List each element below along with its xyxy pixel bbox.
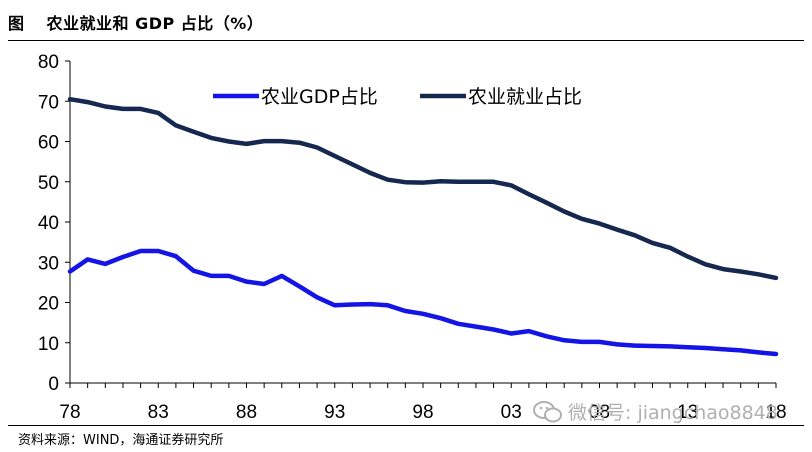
y-tick-label: 20 xyxy=(38,294,59,315)
y-tick-label: 50 xyxy=(38,173,59,194)
x-tick-label: 18 xyxy=(765,402,786,423)
source-note: 资料来源：WIND，海通证券研究所 xyxy=(18,433,224,448)
top-rule xyxy=(8,40,804,41)
watermark-text: 微信号: jiangchao8848 xyxy=(568,402,778,424)
figure-label: 图 xyxy=(8,14,25,33)
x-tick-label: 03 xyxy=(501,402,522,423)
legend-label-gdp: 农业GDP占比 xyxy=(261,86,378,108)
figure-title-text: 农业就业和 GDP 占比（%） xyxy=(46,14,264,33)
y-tick-label: 80 xyxy=(38,52,59,73)
x-tick-label: 93 xyxy=(324,402,345,423)
y-tick-label: 10 xyxy=(38,334,59,355)
y-tick-label: 60 xyxy=(38,133,59,154)
bottom-rule xyxy=(8,425,804,426)
x-tick-label: 08 xyxy=(589,402,610,423)
y-tick-label: 70 xyxy=(38,92,59,113)
wechat-icon xyxy=(533,400,562,422)
x-tick-label: 88 xyxy=(236,402,257,423)
watermark: 微信号: jiangchao8848 xyxy=(532,398,778,425)
employment-share-line xyxy=(67,96,779,281)
x-tick-label: 83 xyxy=(148,402,169,423)
y-tick-label: 0 xyxy=(48,374,59,395)
figure-title: 图 农业就业和 GDP 占比（%） xyxy=(8,10,263,34)
legend-label-employment: 农业就业占比 xyxy=(468,86,582,108)
y-tick-label: 30 xyxy=(38,253,59,274)
gdp-share-line xyxy=(67,248,779,357)
x-tick-label: 98 xyxy=(412,402,433,423)
x-tick-label: 78 xyxy=(59,402,80,423)
y-tick-label: 40 xyxy=(38,213,59,234)
x-tick-label: 13 xyxy=(677,402,698,423)
